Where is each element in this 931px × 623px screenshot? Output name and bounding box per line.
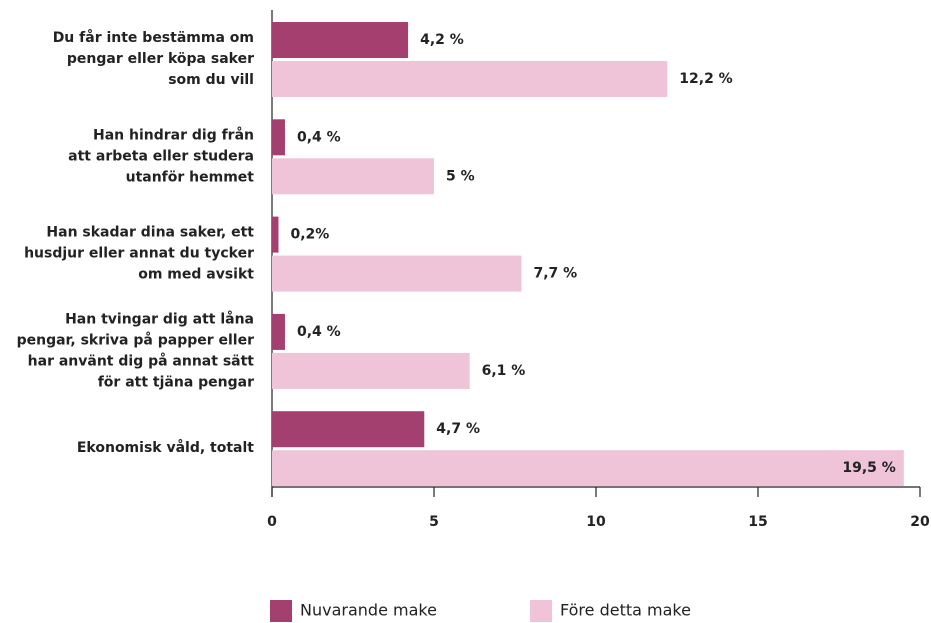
legend-label: Före detta make: [560, 601, 691, 620]
category-label: pengar eller köpa saker: [67, 51, 254, 67]
bar: [272, 61, 668, 97]
legend-label: Nuvarande make: [300, 601, 437, 620]
value-label: 4,2 %: [420, 32, 464, 48]
bar: [272, 411, 425, 448]
bar: [272, 22, 409, 58]
legend-swatch: [530, 600, 552, 622]
category-label: Han tvingar dig att låna: [65, 310, 254, 327]
category-label: Han hindrar dig från: [93, 126, 254, 143]
bar: [272, 255, 522, 292]
value-label: 19,5 %: [842, 460, 895, 476]
category-label: husdjur eller annat du tycker: [24, 246, 254, 262]
value-label: 0,2%: [290, 227, 329, 243]
value-label: 0,4 %: [297, 129, 341, 145]
category-label: Han skadar dina saker, ett: [46, 225, 254, 241]
category-label: Ekonomisk våld, totalt: [77, 439, 254, 456]
bar: [272, 158, 434, 195]
x-tick-label: 0: [267, 514, 277, 530]
category-label: att arbeta eller studera: [68, 148, 254, 164]
value-label: 4,7 %: [436, 421, 480, 437]
legend-swatch: [270, 600, 292, 622]
category-label: har använt dig på annat sätt: [28, 352, 255, 369]
bar: [272, 450, 904, 487]
value-label: 0,4 %: [297, 324, 341, 340]
category-label: pengar, skriva på papper eller: [17, 331, 255, 348]
bar: [272, 352, 470, 389]
x-tick-label: 15: [748, 514, 767, 530]
bar: [272, 216, 279, 253]
category-label: för att tjäna pengar: [98, 374, 254, 390]
bar: [272, 119, 285, 156]
category-label: utanför hemmet: [126, 169, 255, 185]
category-label: som du vill: [168, 72, 254, 88]
value-label: 5 %: [446, 168, 475, 184]
x-tick-label: 10: [586, 514, 606, 530]
category-label: Du får inte bestämma om: [53, 29, 254, 46]
value-label: 7,7 %: [533, 266, 577, 282]
value-label: 6,1 %: [482, 363, 526, 379]
category-label: om med avsikt: [138, 267, 254, 283]
x-tick-label: 5: [429, 514, 439, 530]
bar: [272, 313, 285, 350]
x-tick-label: 20: [910, 514, 930, 530]
value-label: 12,2 %: [679, 71, 732, 87]
